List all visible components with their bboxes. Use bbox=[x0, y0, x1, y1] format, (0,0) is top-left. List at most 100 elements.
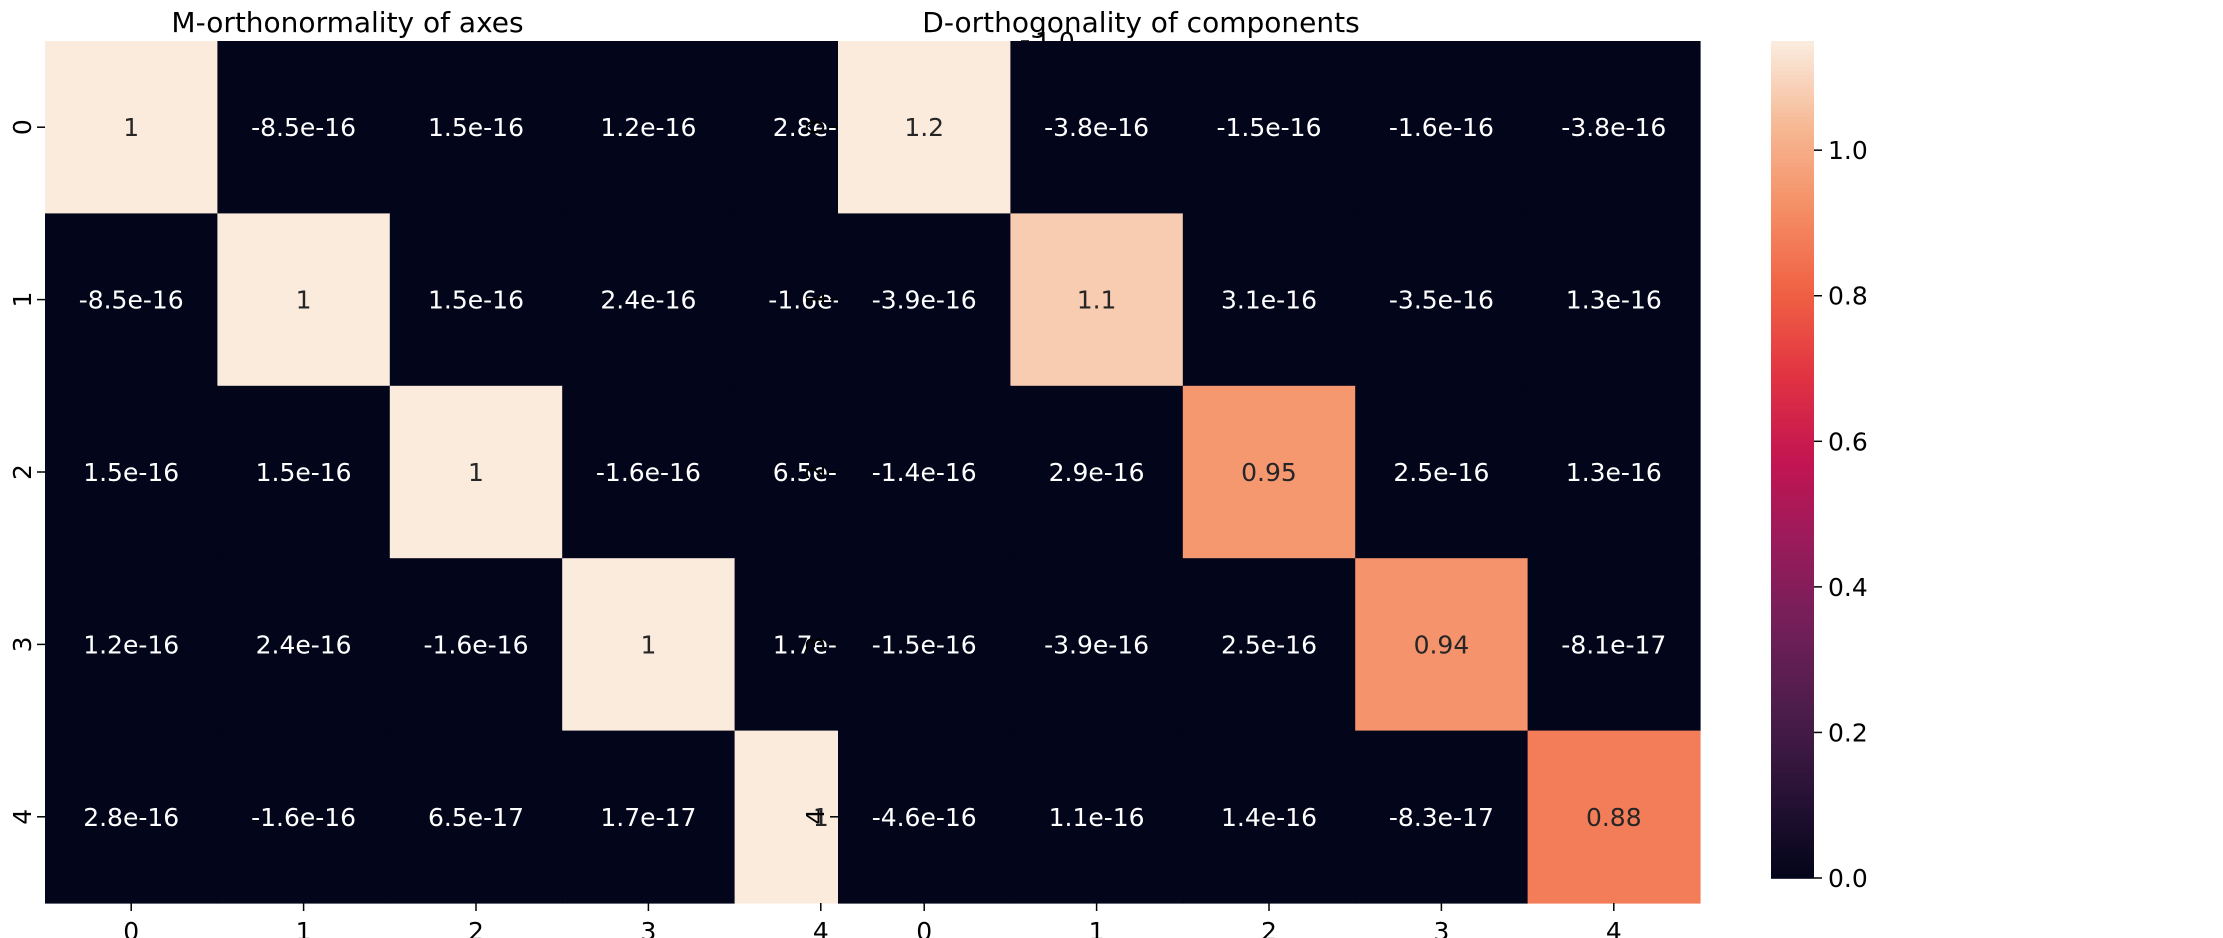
chart-1-colorbar-strip bbox=[1771, 622, 1814, 628]
chart-1-colorbar-strip bbox=[1771, 220, 1814, 226]
chart-1-colorbar-strip bbox=[1771, 806, 1814, 812]
chart-1-colorbar-strip bbox=[1771, 593, 1814, 599]
chart-1-colorbar-strip bbox=[1771, 714, 1814, 720]
chart-1-colorbar-strip bbox=[1771, 681, 1814, 687]
chart-1-cell-0-3 bbox=[1355, 41, 1529, 214]
chart-1-y-tick-label-4: 4 bbox=[801, 809, 830, 825]
chart-1-colorbar-strip bbox=[1771, 321, 1814, 327]
chart-1-colorbar-strip bbox=[1771, 271, 1814, 277]
chart-0-cell-label-0-3: 1.2e-16 bbox=[600, 113, 696, 142]
chart-1-colorbar-strip bbox=[1771, 710, 1814, 716]
chart-1-cell-0-0 bbox=[838, 41, 1011, 214]
chart-1-colorbar-strip bbox=[1771, 873, 1814, 879]
chart-0-cell-label-4-2: 6.5e-17 bbox=[428, 803, 524, 832]
chart-1-colorbar-strip bbox=[1771, 379, 1814, 385]
chart-1-colorbar-strip bbox=[1771, 191, 1814, 197]
chart-1-colorbar-strip bbox=[1771, 275, 1814, 281]
chart-1-colorbar-strip bbox=[1771, 120, 1814, 126]
chart-1-cell-label-1-1: 1.1 bbox=[1077, 286, 1117, 315]
chart-0-cell-1-2 bbox=[389, 213, 563, 387]
chart-1-colorbar-strip bbox=[1771, 438, 1814, 444]
chart-1-colorbar-strip bbox=[1771, 476, 1814, 482]
chart-1-x-tick-label-0: 0 bbox=[916, 917, 932, 938]
chart-1-colorbar-strip bbox=[1771, 748, 1814, 754]
chart-1-colorbar-strip bbox=[1771, 158, 1814, 164]
chart-0-cell-2-2 bbox=[389, 385, 563, 559]
chart-1-colorbar-tick-label-2: 0.4 bbox=[1828, 573, 1868, 602]
chart-1-title: D-orthogonality of components bbox=[922, 6, 1359, 39]
chart-1-colorbar-strip bbox=[1771, 421, 1814, 427]
chart-1-cell-label-0-2: -1.5e-16 bbox=[1217, 113, 1322, 142]
chart-0-cell-label-4-1: -1.6e-16 bbox=[251, 803, 356, 832]
chart-1-colorbar-strip bbox=[1771, 216, 1814, 222]
chart-1-colorbar-tick-label-1: 0.2 bbox=[1828, 718, 1868, 747]
chart-1-colorbar-strip bbox=[1771, 325, 1814, 331]
chart-1-cell-2-1 bbox=[1010, 385, 1184, 559]
chart-1-colorbar-strip bbox=[1771, 790, 1814, 796]
chart-1-colorbar-strip bbox=[1771, 752, 1814, 758]
chart-1-x-tick-label-4: 4 bbox=[1606, 917, 1622, 938]
chart-0-cell-4-1 bbox=[217, 730, 391, 904]
chart-1-colorbar-strip bbox=[1771, 367, 1814, 373]
chart-1-colorbar-strip bbox=[1771, 183, 1814, 189]
chart-1-colorbar-strip bbox=[1771, 246, 1814, 252]
chart-0-cell-label-1-3: 2.4e-16 bbox=[600, 286, 696, 315]
chart-1-y-tick-label-3: 3 bbox=[801, 636, 830, 652]
chart-1-cell-4-4 bbox=[1527, 730, 1701, 904]
chart-1-colorbar-strip bbox=[1771, 857, 1814, 863]
chart-1-colorbar-strip bbox=[1771, 170, 1814, 176]
chart-1-colorbar-strip bbox=[1771, 333, 1814, 339]
chart-1-colorbar-strip bbox=[1771, 87, 1814, 93]
chart-1-colorbar-strip bbox=[1771, 756, 1814, 762]
chart-0-cell-label-0-1: -8.5e-16 bbox=[251, 113, 356, 142]
chart-1-colorbar-strip bbox=[1771, 647, 1814, 653]
chart-1-colorbar-strip bbox=[1771, 660, 1814, 666]
chart-0-y-tick-label-1: 1 bbox=[8, 292, 37, 308]
chart-1-cell-label-4-4: 0.88 bbox=[1586, 803, 1642, 832]
chart-1-colorbar-strip bbox=[1771, 852, 1814, 858]
chart-0-cell-label-2-1: 1.5e-16 bbox=[256, 458, 352, 487]
chart-1-colorbar-strip bbox=[1771, 74, 1814, 80]
chart-1-cell-1-2 bbox=[1182, 213, 1356, 387]
chart-1-x-tick-label-2: 2 bbox=[1261, 917, 1277, 938]
chart-1-y-tick-label-2: 2 bbox=[801, 464, 830, 480]
chart-1-colorbar-strip bbox=[1771, 840, 1814, 846]
chart-1-colorbar-strip bbox=[1771, 685, 1814, 691]
chart-1-colorbar-strip bbox=[1771, 124, 1814, 130]
chart-1-colorbar-strip bbox=[1771, 128, 1814, 134]
chart-1-cell-0-1 bbox=[1010, 41, 1184, 214]
chart-1-cell-2-2 bbox=[1182, 385, 1356, 559]
chart-1-cell-label-1-4: 1.3e-16 bbox=[1566, 286, 1662, 315]
chart-1-colorbar-strip bbox=[1771, 279, 1814, 285]
chart-1-colorbar-strip bbox=[1771, 744, 1814, 750]
chart-1-colorbar-strip bbox=[1771, 304, 1814, 310]
chart-1-colorbar-strip bbox=[1771, 635, 1814, 641]
chart-1-colorbar-strip bbox=[1771, 99, 1814, 105]
chart-1-colorbar-strip bbox=[1771, 572, 1814, 578]
chart-1-cell-label-1-2: 3.1e-16 bbox=[1221, 286, 1317, 315]
chart-1-colorbar-strip bbox=[1771, 179, 1814, 185]
chart-1-colorbar-strip bbox=[1771, 765, 1814, 770]
chart-1-cell-2-4 bbox=[1527, 385, 1701, 559]
chart-1-colorbar-strip bbox=[1771, 488, 1814, 494]
chart-0-cell-label-1-2: 1.5e-16 bbox=[428, 286, 524, 315]
chart-1-colorbar-strip bbox=[1771, 149, 1814, 155]
chart-1-colorbar-strip bbox=[1771, 133, 1814, 139]
chart-1-colorbar-strip bbox=[1771, 718, 1814, 724]
chart-0-cell-label-3-2: -1.6e-16 bbox=[424, 630, 529, 659]
chart-1-colorbar-strip bbox=[1771, 769, 1814, 775]
chart-1-cell-2-3 bbox=[1355, 385, 1529, 559]
chart-1-colorbar-strip bbox=[1771, 618, 1814, 624]
chart-1-cell-1-0 bbox=[838, 213, 1011, 387]
chart-1-colorbar-strip bbox=[1771, 375, 1814, 381]
chart-1-colorbar-strip bbox=[1771, 338, 1814, 344]
chart-1-colorbar-strip bbox=[1771, 848, 1814, 854]
chart-1-colorbar-strip bbox=[1771, 693, 1814, 699]
chart-1-colorbar-strip bbox=[1771, 371, 1814, 377]
chart-1-colorbar-strip bbox=[1771, 668, 1814, 674]
chart-1-colorbar-strip bbox=[1771, 442, 1814, 448]
chart-1-colorbar-strip bbox=[1771, 605, 1814, 611]
chart-0-cell-3-2 bbox=[389, 558, 563, 732]
chart-1-cell-3-4 bbox=[1527, 558, 1701, 732]
